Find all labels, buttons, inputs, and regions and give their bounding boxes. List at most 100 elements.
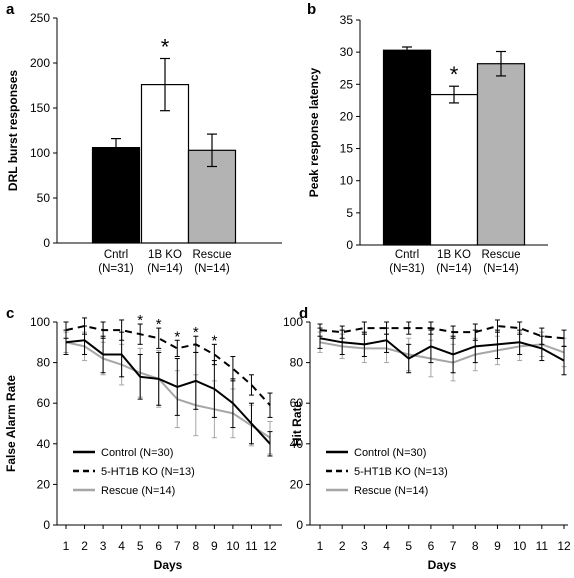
significance-star: * (174, 328, 180, 345)
y-tick-label: 40 (37, 437, 51, 451)
category-n-label: (N=31) (389, 263, 425, 275)
category-label: Cntrl (395, 249, 419, 261)
series-line (65, 339, 271, 445)
y-tick-label: 100 (283, 315, 303, 329)
x-tick-label: 1 (63, 539, 70, 553)
legend: Control (N=30) 5-HT1B KO (N=13) Rescue (N=… (73, 447, 195, 497)
y-tick-label: 250 (30, 11, 50, 25)
y-tick-label: 60 (290, 396, 304, 410)
y-tick-label: 20 (290, 477, 304, 491)
x-axis-label: Days (428, 558, 457, 572)
significance-star: * (450, 62, 459, 87)
y-tick-label: 10 (340, 174, 354, 188)
y-tick-label: 80 (37, 356, 51, 370)
x-tick-label: 6 (155, 539, 162, 553)
panel-a: Cntrl (N=31) 1B KO (N=14) Rescue (N=14) * 0 50 10… (6, 1, 282, 275)
panel-letter: b (307, 1, 316, 18)
panel-letter: c (6, 305, 14, 322)
y-tick-label: 100 (30, 315, 50, 329)
category-label: 1B KO (437, 249, 471, 261)
y-tick-label: 20 (340, 109, 354, 123)
category-label: Rescue (193, 249, 232, 261)
category-n-label: (N=14) (194, 263, 230, 275)
x-tick-label: 1 (317, 539, 324, 553)
series-rescue (317, 331, 567, 382)
significance-star: * (161, 35, 170, 60)
y-tick-label: 0 (43, 518, 50, 532)
legend-label: 5-HT1B KO (N=13) (354, 466, 448, 478)
panel-b: Cntrl (N=31) 1B KO (N=14) Rescue (N=14) * 0 5 10 1… (307, 1, 548, 275)
y-tick-label: 15 (340, 142, 354, 156)
series-line (65, 341, 271, 439)
legend-label: Rescue (N=14) (354, 485, 428, 497)
x-tick-label: 6 (428, 539, 435, 553)
bar-1b-ko (429, 93, 479, 246)
x-tick-label: 12 (263, 539, 277, 553)
category-label: Rescue (482, 249, 521, 261)
x-tick-label: 12 (557, 539, 571, 553)
significance-star: * (156, 316, 162, 333)
significance-star: * (193, 324, 199, 341)
series-line (319, 341, 565, 364)
category-label: Cntrl (104, 249, 128, 261)
series-control (63, 325, 273, 457)
x-tick-label: 7 (174, 539, 181, 553)
x-axis-label: Days (154, 558, 183, 572)
bar-cntrl (91, 147, 141, 244)
y-tick-label: 0 (296, 518, 303, 532)
category-n-label: (N=31) (98, 263, 134, 275)
x-tick-label: 3 (100, 539, 107, 553)
x-tick-label: 10 (226, 539, 240, 553)
series-line (65, 325, 271, 406)
y-tick-label: 30 (340, 45, 354, 59)
series-5-ht1b (317, 319, 567, 347)
panel-letter: d (299, 305, 308, 322)
panel-letter: a (6, 1, 15, 18)
series-line (319, 337, 565, 362)
category-n-label: (N=14) (147, 263, 183, 275)
x-tick-label: 8 (472, 539, 479, 553)
series-control (317, 327, 567, 376)
x-tick-label: 5 (405, 539, 412, 553)
bar-cntrl (382, 49, 432, 246)
y-tick-label: 200 (30, 56, 50, 70)
y-tick-label: 35 (340, 13, 354, 27)
category-n-label: (N=14) (436, 263, 472, 275)
category-label: 1B KO (148, 249, 182, 261)
x-tick-label: 10 (513, 539, 527, 553)
y-axis-label: Peak response latency (307, 67, 321, 197)
y-axis-label: Hit Rate (290, 401, 304, 447)
y-tick-label: 80 (290, 356, 304, 370)
series-5-ht1b (63, 317, 273, 418)
x-tick-label: 4 (118, 539, 125, 553)
legend-label: Control (N=30) (101, 447, 173, 459)
legend-label: Control (N=30) (354, 447, 426, 459)
y-tick-label: 0 (346, 238, 353, 252)
y-axis-label: DRL burst responses (6, 70, 20, 191)
significance-star: * (137, 312, 143, 329)
legend-label: 5-HT1B KO (N=13) (101, 466, 195, 478)
x-tick-label: 4 (383, 539, 390, 553)
x-tick-label: 11 (536, 539, 549, 553)
y-tick-label: 0 (43, 236, 50, 250)
x-tick-label: 3 (361, 539, 368, 553)
significance-star: * (211, 332, 217, 349)
x-tick-label: 7 (450, 539, 457, 553)
bar-rescue (476, 63, 526, 246)
legend: Control (N=30) 5-HT1B KO (N=13) Rescue (N=… (326, 447, 448, 497)
y-tick-label: 25 (340, 77, 354, 91)
y-tick-label: 5 (346, 206, 353, 220)
y-tick-label: 20 (37, 477, 51, 491)
category-n-label: (N=14) (483, 263, 519, 275)
y-tick-label: 60 (37, 396, 51, 410)
y-tick-label: 150 (30, 101, 50, 115)
series-rescue (63, 331, 273, 455)
x-tick-label: 2 (339, 539, 346, 553)
x-tick-label: 11 (245, 539, 258, 553)
x-tick-label: 2 (81, 539, 88, 553)
y-tick-label: 50 (37, 191, 51, 205)
x-tick-label: 8 (192, 539, 199, 553)
